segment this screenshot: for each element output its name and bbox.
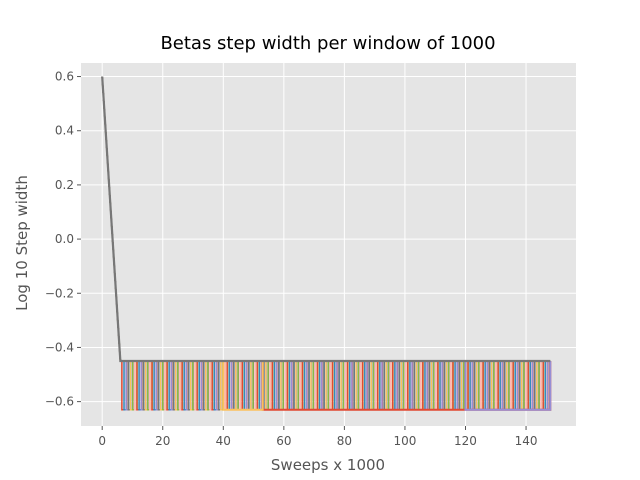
x-tick-label: 120	[454, 434, 477, 448]
x-tick-label: 20	[155, 434, 170, 448]
y-axis-label: Log 10 Step width	[13, 175, 31, 311]
x-tick-label: 80	[337, 434, 352, 448]
y-tick-label: −0.6	[45, 395, 74, 409]
series-line-long	[101, 76, 551, 363]
y-tick-label: 0.4	[55, 124, 74, 138]
x-tick-label: 0	[98, 434, 106, 448]
series-group	[101, 76, 552, 411]
y-tick-label: 0.6	[55, 70, 74, 84]
y-tick-label: −0.2	[45, 286, 74, 300]
x-tick-label: 100	[393, 434, 416, 448]
x-tick-label: 40	[216, 434, 231, 448]
series-line-long	[464, 360, 552, 411]
tick-group: 0 20 40 60 80 100 120 140 −0.6 −0.4 −0.2 0.0 0.2 0.4 0…	[45, 70, 538, 448]
y-tick-label: 0.2	[55, 178, 74, 192]
x-axis-label: Sweeps x 1000	[271, 456, 385, 474]
series-line-long	[222, 360, 264, 411]
y-tick-label: 0.0	[55, 232, 74, 246]
chart-title: Betas step width per window of 1000	[160, 33, 495, 54]
x-tick-label: 60	[276, 434, 291, 448]
y-tick-label: −0.4	[45, 340, 74, 354]
x-tick-label: 140	[515, 434, 538, 448]
